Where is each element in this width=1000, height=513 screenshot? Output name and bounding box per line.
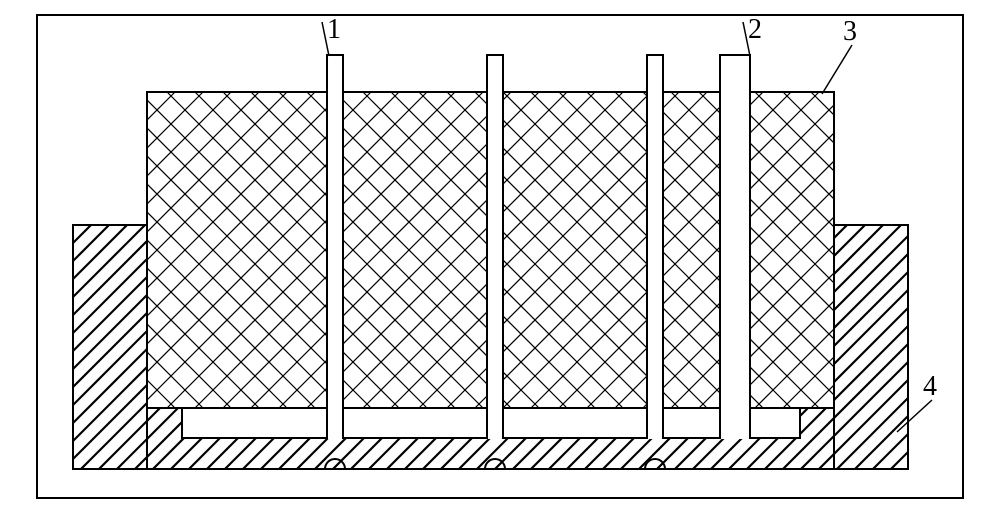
engineering-cross-section-diagram: 1 2 3 4 bbox=[0, 0, 1000, 513]
thin-tube bbox=[327, 55, 343, 438]
thin-tube bbox=[647, 55, 663, 438]
callout-leader bbox=[822, 45, 852, 94]
wide-tube bbox=[720, 55, 750, 438]
callout-number: 4 bbox=[923, 371, 937, 402]
callout-number: 2 bbox=[748, 14, 762, 45]
callout-number: 1 bbox=[327, 14, 341, 45]
thin-tube bbox=[487, 55, 503, 438]
callout-number: 3 bbox=[843, 16, 857, 47]
